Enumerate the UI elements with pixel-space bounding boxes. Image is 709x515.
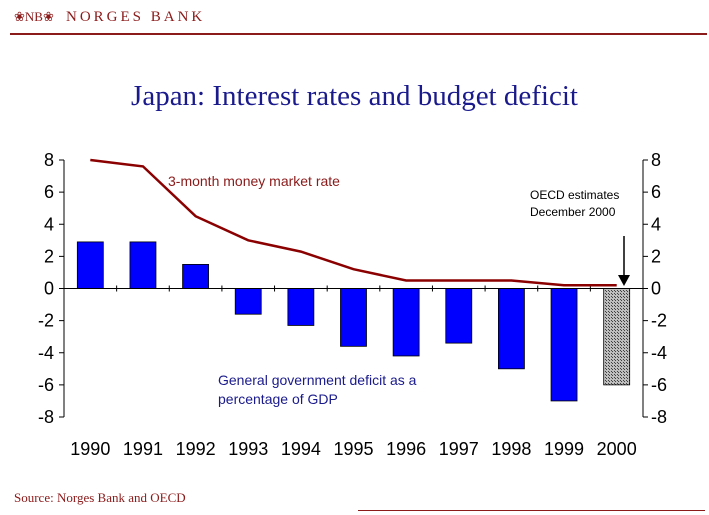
x-tick-label: 1995 xyxy=(333,439,373,459)
x-tick-label: 1997 xyxy=(439,439,479,459)
axes-layer xyxy=(59,159,648,418)
bar-series-label-line2: percentage of GDP xyxy=(218,391,338,407)
bar-1998 xyxy=(498,288,525,370)
line-layer xyxy=(90,158,617,287)
y-tick-label-right: 4 xyxy=(651,214,661,234)
x-tick-label: 1992 xyxy=(176,439,216,459)
y-tick-label-left: -4 xyxy=(38,343,54,363)
estimate-arrow-head xyxy=(618,275,630,286)
bar-series-label-line1: General government deficit as a xyxy=(218,372,417,388)
chart-title: Japan: Interest rates and budget deficit xyxy=(131,80,578,112)
y-tick-label-left: 2 xyxy=(44,246,54,266)
bar-1991 xyxy=(129,241,157,289)
bar-1994 xyxy=(287,288,315,326)
y-tick-label-right: 8 xyxy=(651,150,661,170)
bar-1997 xyxy=(445,288,473,344)
y-tick-label-left: -2 xyxy=(38,311,54,331)
bar-1999 xyxy=(550,288,578,402)
bar-1993 xyxy=(234,288,262,315)
y-tick-label-right: -4 xyxy=(651,343,667,363)
bar-1990 xyxy=(76,241,104,289)
y-tick-label-right: 0 xyxy=(651,279,661,299)
y-tick-label-left: 6 xyxy=(44,182,54,202)
y-tick-label-right: -8 xyxy=(651,407,667,427)
source-note: Source: Norges Bank and OECD xyxy=(14,490,186,505)
y-tick-label-right: -2 xyxy=(651,311,667,331)
y-tick-label-right: 2 xyxy=(651,246,661,266)
norges-bank-logo: ❀NB❀ xyxy=(14,9,54,24)
y-tick-label-left: 8 xyxy=(44,150,54,170)
bar-1996 xyxy=(392,288,420,357)
x-tick-label: 2000 xyxy=(597,439,637,459)
estimate-note-line1: OECD estimates xyxy=(530,188,619,202)
line-money-market-rate xyxy=(90,158,617,287)
bar-2000 xyxy=(603,288,631,386)
y-tick-label-right: 6 xyxy=(651,182,661,202)
y-tick-label-right: -6 xyxy=(651,375,667,395)
x-tick-label: 1993 xyxy=(228,439,268,459)
y-tick-label-left: -8 xyxy=(38,407,54,427)
brand-name: NORGES BANK xyxy=(66,9,206,25)
bar-1992 xyxy=(182,264,209,289)
estimate-note-line2: December 2000 xyxy=(530,205,616,219)
bars-layer xyxy=(76,241,631,402)
x-tick-label: 1998 xyxy=(491,439,531,459)
y-tick-label-left: 4 xyxy=(44,214,54,234)
footer-divider xyxy=(358,510,705,511)
line-series-label: 3-month money market rate xyxy=(168,173,340,189)
x-tick-label: 1990 xyxy=(70,439,110,459)
x-tick-label: 1996 xyxy=(386,439,426,459)
bar-1995 xyxy=(340,288,367,347)
x-tick-label: 1991 xyxy=(123,439,163,459)
labels-layer: 8 6 4 2 0 -2 -4 -6 -8 8 6 4 2 0 -2 -4 -6 -8 1990 1991 1992 19… xyxy=(38,150,667,459)
y-tick-label-left: 0 xyxy=(44,279,54,299)
x-tick-label: 1994 xyxy=(281,439,321,459)
y-tick-label-left: -6 xyxy=(38,375,54,395)
header-divider xyxy=(10,33,707,35)
x-tick-label: 1999 xyxy=(544,439,584,459)
